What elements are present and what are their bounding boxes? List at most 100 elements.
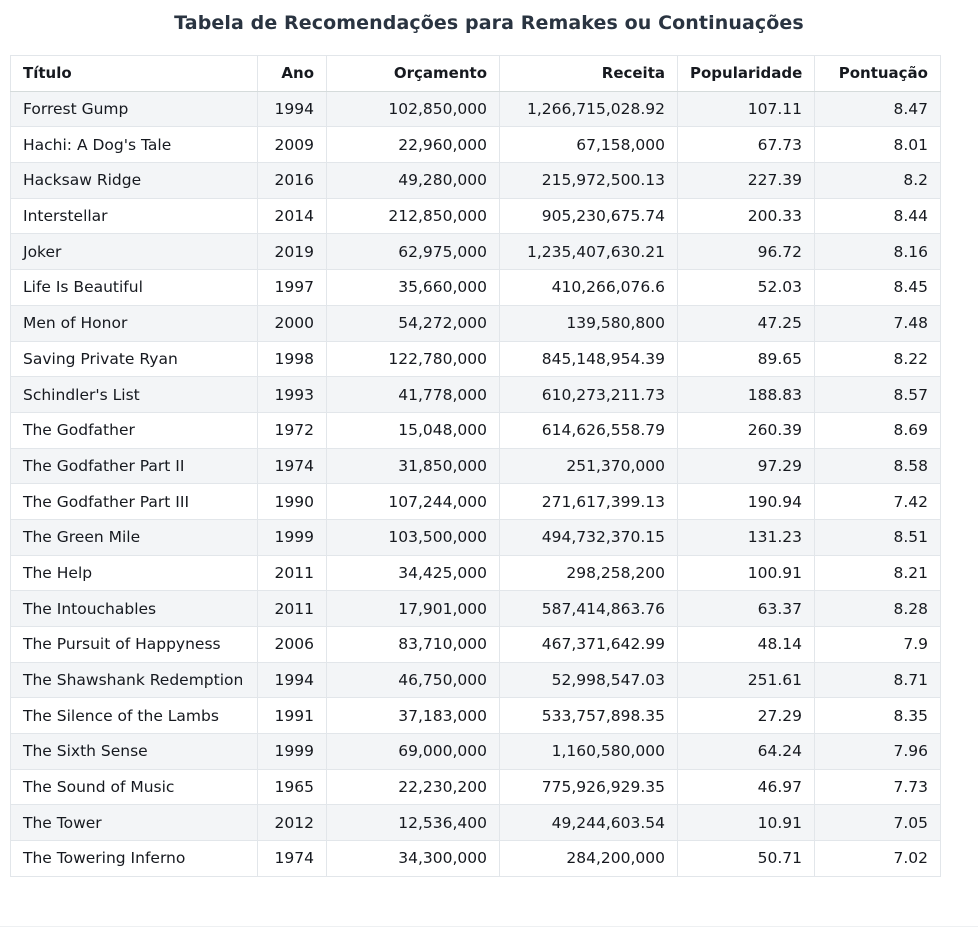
title-cell: The Sound of Music <box>10 768 258 806</box>
score-cell: 8.22 <box>814 340 941 378</box>
table-row: The Pursuit of Happyness 2006 83,710,000 46… <box>10 626 941 663</box>
score-cell: 7.02 <box>814 840 941 877</box>
revenue-cell: 610,273,211.73 <box>499 376 678 413</box>
revenue-cell: 467,371,642.99 <box>499 626 678 663</box>
popularity-cell: 67.73 <box>677 126 815 164</box>
popularity-cell: 97.29 <box>677 447 815 485</box>
popularity-cell: 10.91 <box>677 804 815 842</box>
year-cell: 1972 <box>257 411 327 449</box>
column-header-receita: Receita <box>499 55 678 92</box>
table-row: The Sixth Sense 1999 69,000,000 1,160,580,0… <box>10 733 941 770</box>
revenue-cell: 410,266,076.6 <box>499 269 678 306</box>
year-cell: 1974 <box>257 447 327 485</box>
revenue-cell: 215,972,500.13 <box>499 162 678 199</box>
table-row: Schindler's List 1993 41,778,000 610,273,21… <box>10 376 941 413</box>
popularity-cell: 96.72 <box>677 233 815 271</box>
budget-cell: 212,850,000 <box>326 197 500 235</box>
title-cell: The Sixth Sense <box>10 733 258 770</box>
score-cell: 7.42 <box>814 483 941 520</box>
budget-cell: 34,300,000 <box>326 840 500 877</box>
year-cell: 1999 <box>257 733 327 770</box>
title-cell: Hacksaw Ridge <box>10 162 258 199</box>
popularity-cell: 100.91 <box>677 554 815 592</box>
title-cell: The Tower <box>10 804 258 842</box>
table-row: Interstellar 2014 212,850,000 905,230,675.7… <box>10 197 941 235</box>
table-row: Men of Honor 2000 54,272,000 139,580,800 47.… <box>10 304 941 342</box>
popularity-cell: 251.61 <box>677 661 815 699</box>
revenue-cell: 1,160,580,000 <box>499 733 678 770</box>
revenue-cell: 251,370,000 <box>499 447 678 485</box>
score-cell: 8.71 <box>814 661 941 699</box>
budget-cell: 54,272,000 <box>326 304 500 342</box>
year-cell: 2014 <box>257 197 327 235</box>
title-cell: The Pursuit of Happyness <box>10 626 258 663</box>
title-cell: The Godfather Part II <box>10 447 258 485</box>
title-cell: The Intouchables <box>10 590 258 627</box>
revenue-cell: 614,626,558.79 <box>499 411 678 449</box>
budget-cell: 31,850,000 <box>326 447 500 485</box>
year-cell: 2016 <box>257 162 327 199</box>
column-header-pontuacao: Pontuação <box>814 55 941 92</box>
title-cell: Hachi: A Dog's Tale <box>10 126 258 164</box>
year-cell: 1999 <box>257 518 327 556</box>
table-row: The Silence of the Lambs 1991 37,183,000 53… <box>10 697 941 735</box>
budget-cell: 34,425,000 <box>326 554 500 592</box>
score-cell: 8.21 <box>814 554 941 592</box>
score-cell: 8.57 <box>814 376 941 413</box>
score-cell: 7.73 <box>814 768 941 806</box>
title-cell: Life Is Beautiful <box>10 269 258 306</box>
score-cell: 8.58 <box>814 447 941 485</box>
score-cell: 8.45 <box>814 269 941 306</box>
year-cell: 1974 <box>257 840 327 877</box>
score-cell: 8.69 <box>814 411 941 449</box>
title-cell: The Silence of the Lambs <box>10 697 258 735</box>
budget-cell: 35,660,000 <box>326 269 500 306</box>
revenue-cell: 845,148,954.39 <box>499 340 678 378</box>
year-cell: 2011 <box>257 590 327 627</box>
table-row: The Godfather 1972 15,048,000 614,626,558.7… <box>10 411 941 449</box>
popularity-cell: 190.94 <box>677 483 815 520</box>
column-header-titulo: Título <box>10 55 258 92</box>
revenue-cell: 271,617,399.13 <box>499 483 678 520</box>
year-cell: 1993 <box>257 376 327 413</box>
revenue-cell: 905,230,675.74 <box>499 197 678 235</box>
year-cell: 2012 <box>257 804 327 842</box>
table-row: The Green Mile 1999 103,500,000 494,732,370… <box>10 518 941 556</box>
table-row: The Towering Inferno 1974 34,300,000 284,20… <box>10 840 941 877</box>
table-row: The Sound of Music 1965 22,230,200 775,926,… <box>10 768 941 806</box>
score-cell: 8.47 <box>814 90 941 128</box>
popularity-cell: 63.37 <box>677 590 815 627</box>
budget-cell: 49,280,000 <box>326 162 500 199</box>
title-cell: The Shawshank Redemption <box>10 661 258 699</box>
title-cell: The Towering Inferno <box>10 840 258 877</box>
popularity-cell: 27.29 <box>677 697 815 735</box>
revenue-cell: 52,998,547.03 <box>499 661 678 699</box>
popularity-cell: 47.25 <box>677 304 815 342</box>
popularity-cell: 131.23 <box>677 518 815 556</box>
budget-cell: 107,244,000 <box>326 483 500 520</box>
revenue-cell: 1,266,715,028.92 <box>499 90 678 128</box>
score-cell: 7.05 <box>814 804 941 842</box>
score-cell: 8.16 <box>814 233 941 271</box>
budget-cell: 83,710,000 <box>326 626 500 663</box>
title-cell: The Godfather Part III <box>10 483 258 520</box>
table-row: Forrest Gump 1994 102,850,000 1,266,715,028… <box>10 90 941 128</box>
revenue-cell: 533,757,898.35 <box>499 697 678 735</box>
year-cell: 1991 <box>257 697 327 735</box>
budget-cell: 22,960,000 <box>326 126 500 164</box>
title-cell: Interstellar <box>10 197 258 235</box>
popularity-cell: 188.83 <box>677 376 815 413</box>
popularity-cell: 227.39 <box>677 162 815 199</box>
budget-cell: 17,901,000 <box>326 590 500 627</box>
budget-cell: 69,000,000 <box>326 733 500 770</box>
table-row: Joker 2019 62,975,000 1,235,407,630.21 96.72… <box>10 233 941 271</box>
score-cell: 8.2 <box>814 162 941 199</box>
score-cell: 8.51 <box>814 518 941 556</box>
column-header-ano: Ano <box>257 55 327 92</box>
popularity-cell: 46.97 <box>677 768 815 806</box>
year-cell: 1997 <box>257 269 327 306</box>
table-header: Título Ano Orçamento Receita Popularidad… <box>10 55 941 92</box>
data-table: Título Ano Orçamento Receita Popularidad… <box>10 55 941 877</box>
column-header-orcamento: Orçamento <box>326 55 500 92</box>
table-row: Hacksaw Ridge 2016 49,280,000 215,972,500.1… <box>10 162 941 199</box>
